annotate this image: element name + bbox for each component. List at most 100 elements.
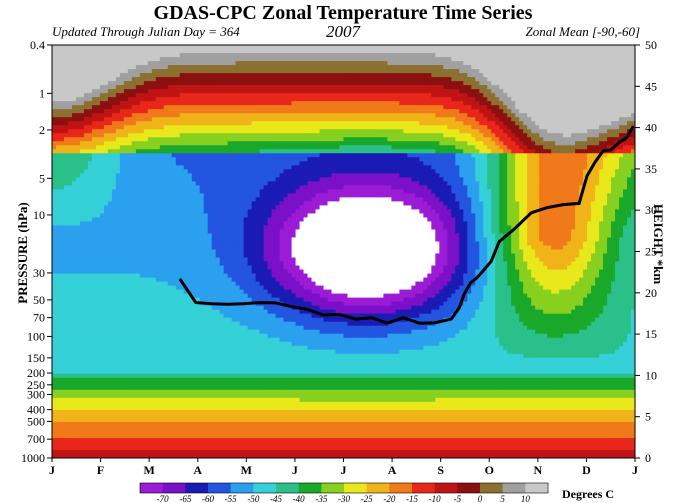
temperature-cell bbox=[83, 105, 89, 110]
temperature-cell bbox=[83, 97, 89, 102]
temperature-cell bbox=[207, 181, 213, 186]
temperature-cell bbox=[183, 269, 189, 275]
temperature-cell bbox=[211, 265, 217, 271]
temperature-cell bbox=[211, 317, 217, 323]
temperature-cell bbox=[119, 353, 125, 359]
temperature-cell bbox=[187, 65, 193, 70]
temperature-cell bbox=[55, 169, 61, 174]
temperature-cell bbox=[52, 69, 57, 74]
temperature-cell bbox=[163, 185, 169, 190]
temperature-cell bbox=[71, 333, 77, 339]
temperature-cell bbox=[55, 309, 61, 315]
temperature-cell bbox=[207, 297, 213, 303]
temperature-cell bbox=[199, 389, 205, 395]
temperature-cell bbox=[239, 313, 245, 319]
temperature-cell bbox=[79, 329, 85, 335]
temperature-cell bbox=[215, 369, 221, 375]
temperature-cell bbox=[183, 353, 189, 359]
temperature-cell bbox=[163, 341, 169, 347]
temperature-cell bbox=[111, 157, 117, 162]
temperature-cell bbox=[187, 313, 193, 319]
temperature-cell bbox=[52, 149, 57, 154]
temperature-cell bbox=[91, 185, 97, 190]
temperature-cell bbox=[99, 225, 105, 231]
temperature-cell bbox=[139, 229, 145, 235]
temperature-cell bbox=[87, 57, 93, 62]
temperature-cell bbox=[52, 253, 57, 259]
temperature-cell bbox=[151, 237, 157, 243]
temperature-cell bbox=[111, 309, 117, 315]
temperature-cell bbox=[67, 345, 73, 351]
temperature-cell bbox=[235, 365, 241, 371]
temperature-cell bbox=[207, 113, 213, 118]
temperature-cell bbox=[131, 141, 137, 146]
temperature-cell bbox=[91, 85, 97, 90]
temperature-cell bbox=[203, 249, 209, 255]
temperature-cell bbox=[203, 345, 209, 351]
temperature-cell bbox=[147, 313, 153, 319]
temperature-cell bbox=[79, 81, 85, 86]
temperature-cell bbox=[187, 377, 193, 383]
temperature-cell bbox=[167, 393, 173, 399]
temperature-cell bbox=[95, 309, 101, 315]
temperature-cell bbox=[207, 309, 213, 315]
temperature-cell bbox=[239, 201, 245, 206]
temperature-cell bbox=[163, 169, 169, 174]
temperature-cell bbox=[155, 393, 161, 399]
temperature-cell bbox=[139, 69, 145, 74]
temperature-cell bbox=[215, 61, 221, 66]
temperature-cell bbox=[175, 353, 181, 359]
temperature-cell bbox=[91, 173, 97, 178]
temperature-cell bbox=[239, 257, 245, 263]
temperature-cell bbox=[91, 65, 97, 70]
temperature-cell bbox=[107, 253, 113, 259]
temperature-cell bbox=[151, 85, 157, 90]
temperature-cell bbox=[167, 45, 173, 50]
temperature-cell bbox=[63, 337, 69, 343]
temperature-cell bbox=[187, 261, 193, 267]
temperature-cell bbox=[131, 401, 137, 407]
temperature-cell bbox=[223, 265, 229, 271]
temperature-cell bbox=[99, 421, 105, 427]
temperature-cell bbox=[143, 253, 149, 259]
temperature-cell bbox=[135, 381, 141, 387]
temperature-cell bbox=[115, 249, 121, 255]
temperature-cell bbox=[119, 249, 125, 255]
temperature-cell bbox=[127, 137, 133, 142]
temperature-cell bbox=[219, 437, 225, 443]
temperature-cell bbox=[195, 337, 201, 343]
temperature-cell bbox=[203, 81, 209, 86]
temperature-cell bbox=[131, 129, 137, 134]
temperature-cell bbox=[52, 169, 57, 174]
temperature-cell bbox=[147, 205, 153, 210]
temperature-cell bbox=[103, 209, 109, 215]
temperature-cell bbox=[71, 149, 77, 154]
temperature-cell bbox=[163, 209, 169, 215]
temperature-cell bbox=[127, 249, 133, 255]
temperature-cell bbox=[215, 425, 221, 431]
temperature-cell bbox=[227, 293, 233, 299]
temperature-cell bbox=[151, 161, 157, 166]
temperature-cell bbox=[191, 321, 197, 327]
temperature-cell bbox=[52, 445, 57, 451]
temperature-cell bbox=[175, 385, 181, 391]
temperature-cell bbox=[147, 405, 153, 411]
temperature-cell bbox=[223, 69, 229, 74]
temperature-cell bbox=[59, 205, 65, 210]
temperature-cell bbox=[191, 301, 197, 307]
temperature-cell bbox=[147, 245, 153, 251]
temperature-cell bbox=[235, 209, 241, 215]
temperature-cell bbox=[151, 329, 157, 335]
temperature-cell bbox=[191, 309, 197, 315]
temperature-cell bbox=[95, 357, 101, 363]
temperature-cell bbox=[215, 137, 221, 142]
temperature-cell bbox=[207, 61, 213, 66]
temperature-cell bbox=[91, 89, 97, 94]
temperature-cell bbox=[219, 389, 225, 395]
temperature-cell bbox=[151, 121, 157, 126]
temperature-cell bbox=[179, 101, 185, 106]
temperature-cell bbox=[163, 153, 169, 158]
temperature-cell bbox=[107, 341, 113, 347]
temperature-cell bbox=[95, 401, 101, 407]
temperature-cell bbox=[63, 93, 69, 98]
